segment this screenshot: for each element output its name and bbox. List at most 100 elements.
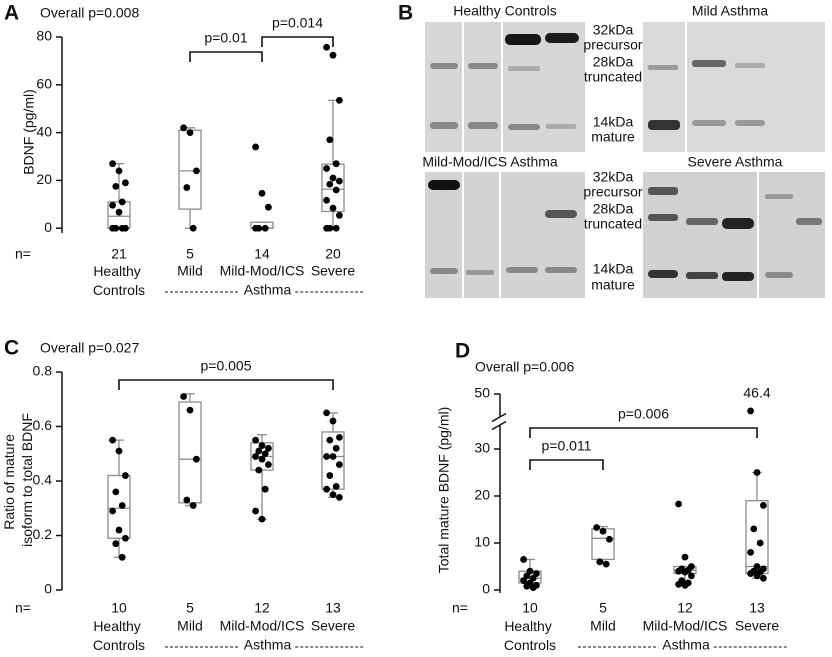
data-point [261,224,269,232]
data-point [183,184,191,191]
blot-group-title: Mild Asthma [692,3,768,19]
data-point [258,189,266,197]
n-label: n= [15,246,31,262]
data-point [332,483,340,490]
data-point [255,447,263,455]
y-tick-label: 50 [474,385,490,401]
marker-size: 28kDa [593,201,634,217]
axis-break [491,420,507,431]
data-point [265,444,272,452]
data-point [115,208,123,216]
data-point [115,167,123,175]
data-point [329,491,337,499]
x-tick-label: Mild [177,263,203,279]
data-point [523,582,531,590]
data-point [332,224,340,232]
y-tick-label: 0 [44,219,52,235]
data-point [258,515,266,523]
data-point [675,567,682,575]
data-point [109,201,116,209]
n-value: 5 [186,600,194,616]
significance-bracket [189,51,263,62]
data-point [329,417,337,425]
blot-group-title: Mild-Mod/ICS Asthma [422,154,558,170]
data-point [261,485,269,493]
marker-form: truncated [584,216,642,232]
significance-label: p=0.01 [204,30,247,46]
marker-form: truncated [584,69,642,85]
data-point [112,182,120,190]
y-axis-label: Total mature BDNF (pg/ml) [436,407,452,573]
data-point [681,568,689,576]
data-point [265,461,272,469]
n-value: 5 [599,600,607,616]
y-axis-label: BDNF (pg/ml) [21,89,37,175]
data-point [753,572,761,580]
data-point [261,450,269,458]
marker-form: mature [591,277,635,293]
data-point [180,393,188,400]
n-value: 12 [677,600,693,616]
data-point [326,472,334,479]
x-tick-label: Mild-Mod/ICS [643,618,728,634]
panel-label: A [4,2,19,25]
marker-form: mature [591,129,635,145]
y-tick-label: 20 [474,487,490,503]
n-value: 5 [186,246,194,262]
significance-label: p=0.006 [618,406,669,422]
x-tick-label: Healthy Controls [93,618,145,653]
y-tick-label: 0.2 [33,526,53,542]
n-value: 13 [325,600,341,616]
data-point [336,434,343,441]
group-label: Asthma [244,282,292,298]
blot-panel: B Healthy Controls Mild Asthma Mild-Mod/… [398,2,825,298]
data-point [747,549,754,556]
box [178,401,202,504]
data-point [520,577,527,584]
data-point [118,224,126,232]
data-point [323,485,330,493]
x-tick-label: Mild [590,618,616,634]
blot-image [643,22,825,152]
marker-size: 28kDa [593,54,634,70]
y-tick-label: 0 [482,581,490,597]
data-point [593,524,600,531]
blot-group-title: Healthy Controls [453,3,557,19]
data-point [112,488,120,496]
data-point [675,580,682,588]
data-point [323,224,330,232]
y-tick-label: 30 [474,440,490,456]
marker-form: precursor [583,184,642,200]
data-point [529,584,537,592]
n-value: 14 [254,246,270,262]
data-point [329,204,337,212]
data-point [336,96,343,104]
n-value: 13 [749,600,765,616]
y-tick-label: 0.8 [33,363,53,379]
data-point [115,447,123,455]
chart-title: Overall p=0.008 [40,5,139,21]
data-point [323,409,330,417]
x-tick-label: Severe [311,263,356,279]
data-point [753,469,761,476]
blot-bands [428,33,822,281]
n-label: n= [452,600,468,616]
data-point [122,472,129,479]
data-point [189,502,197,509]
significance-bracket [529,427,758,438]
data-point [323,43,330,51]
y-tick-label: 0 [44,581,52,597]
box [745,500,769,575]
data-point [193,167,200,175]
n-value: 10 [111,600,127,616]
data-point [336,211,343,219]
y-tick-label: 80 [36,28,52,44]
data-point [112,540,120,548]
x-tick-label: Mild-Mod/ICS [220,618,305,634]
marker-size: 32kDa [593,22,634,38]
data-point [520,556,527,563]
group-label: Asthma [244,637,292,653]
data-point [122,179,129,187]
blot-image [425,172,585,298]
